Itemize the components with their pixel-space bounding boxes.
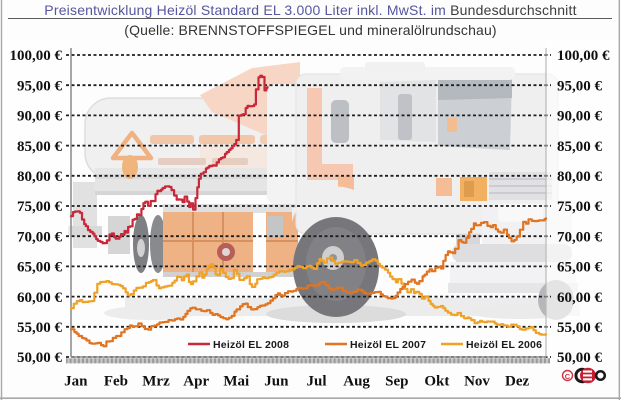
svg-text:65,00 €: 65,00 € [557,260,603,276]
svg-text:Okt: Okt [424,374,449,390]
svg-text:Heizöl EL 2007: Heizöl EL 2007 [350,339,426,351]
svg-text:Jan: Jan [64,374,88,390]
svg-text:95,00 €: 95,00 € [17,78,63,94]
svg-text:80,00 €: 80,00 € [557,169,603,185]
svg-text:70,00 €: 70,00 € [557,229,603,245]
svg-text:75,00 €: 75,00 € [17,199,63,215]
svg-text:Dez: Dez [505,374,529,390]
svg-text:55,00 €: 55,00 € [17,320,63,336]
svg-text:Heizöl EL 2008: Heizöl EL 2008 [213,339,289,351]
svg-text:60,00 €: 60,00 € [17,290,63,306]
svg-text:Mrz: Mrz [142,374,170,390]
svg-text:65,00 €: 65,00 € [17,260,63,276]
svg-text:Sep: Sep [385,374,408,390]
svg-text:90,00 €: 90,00 € [17,109,63,125]
svg-text:55,00 €: 55,00 € [557,320,603,336]
svg-text:85,00 €: 85,00 € [17,139,63,155]
svg-text:Jun: Jun [264,374,289,390]
svg-text:Heizöl EL 2006: Heizöl EL 2006 [466,339,542,351]
svg-text:Aug: Aug [343,374,370,390]
svg-text:95,00 €: 95,00 € [557,78,603,94]
svg-text:90,00 €: 90,00 € [557,109,603,125]
svg-text:85,00 €: 85,00 € [557,139,603,155]
svg-text:70,00 €: 70,00 € [17,229,63,245]
svg-text:100,00 €: 100,00 € [10,48,63,64]
svg-text:Nov: Nov [464,374,490,390]
svg-text:Feb: Feb [104,374,128,390]
svg-text:Jul: Jul [306,374,326,390]
svg-text:Mai: Mai [223,374,249,390]
svg-text:Apr: Apr [183,374,209,390]
svg-text:75,00 €: 75,00 € [557,199,603,215]
svg-text:60,00 €: 60,00 € [557,290,603,306]
svg-text:80,00 €: 80,00 € [17,169,63,185]
svg-text:C: C [565,372,571,381]
svg-text:50,00 €: 50,00 € [557,350,603,366]
svg-text:50,00 €: 50,00 € [17,350,63,366]
svg-text:100,00 €: 100,00 € [557,48,610,64]
